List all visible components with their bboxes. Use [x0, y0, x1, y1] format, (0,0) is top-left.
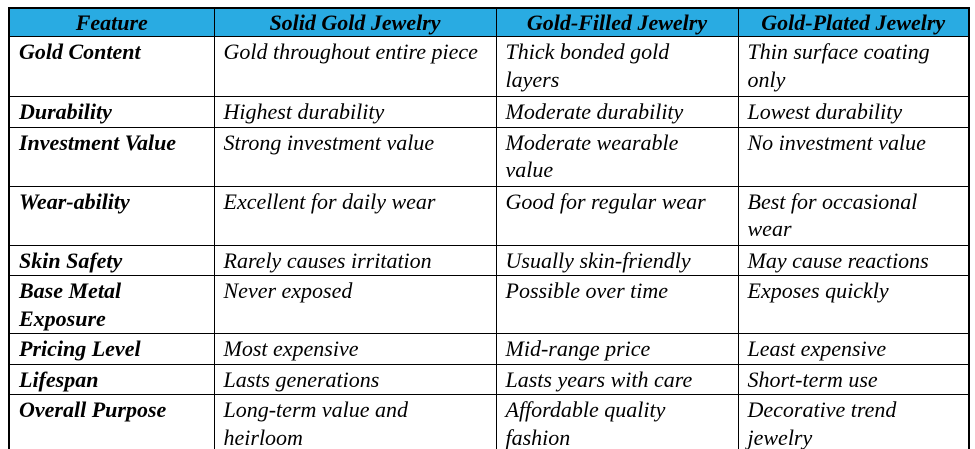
value-cell: Gold throughout entire piece — [213, 36, 497, 98]
value-cell: Never exposed — [213, 275, 497, 335]
value-cell: Lasts generations — [213, 363, 497, 396]
column-header-solid-gold: Solid Gold Jewelry — [213, 7, 497, 38]
feature-cell: Investment Value — [8, 126, 215, 187]
value-cell: Lowest durability — [737, 96, 970, 128]
feature-cell: Wear-ability — [8, 185, 215, 246]
table-row: Durability Highest durability Moderate d… — [8, 96, 970, 128]
value-cell: Long-term value and heirloom — [213, 394, 497, 449]
value-cell: Thick bonded gold layers — [495, 36, 739, 98]
feature-cell: Overall Purpose — [8, 394, 215, 449]
header-row: Feature Solid Gold Jewelry Gold-Filled J… — [8, 7, 970, 38]
value-cell: Usually skin-friendly — [495, 244, 739, 277]
value-cell: No investment value — [737, 126, 970, 187]
value-cell: Thin surface coating only — [737, 36, 970, 98]
table-row: Skin Safety Rarely causes irritation Usu… — [8, 244, 970, 277]
table-row: Pricing Level Most expensive Mid-range p… — [8, 333, 970, 365]
value-cell: Best for occasional wear — [737, 185, 970, 246]
table-row: Gold Content Gold throughout entire piec… — [8, 36, 970, 98]
value-cell: Decorative trend jewelry — [737, 394, 970, 449]
column-header-gold-filled: Gold-Filled Jewelry — [495, 7, 739, 38]
value-cell: Least expensive — [737, 333, 970, 365]
column-header-gold-plated: Gold-Plated Jewelry — [737, 7, 970, 38]
table-row: Lifespan Lasts generations Lasts years w… — [8, 363, 970, 396]
value-cell: Rarely causes irritation — [213, 244, 497, 277]
table-row: Overall Purpose Long-term value and heir… — [8, 394, 970, 449]
value-cell: Mid-range price — [495, 333, 739, 365]
feature-cell: Gold Content — [8, 36, 215, 98]
value-cell: Short-term use — [737, 363, 970, 396]
value-cell: Possible over time — [495, 275, 739, 335]
value-cell: Highest durability — [213, 96, 497, 128]
table-row: Investment Value Strong investment value… — [8, 126, 970, 187]
value-cell: Affordable quality fashion — [495, 394, 739, 449]
value-cell: Exposes quickly — [737, 275, 970, 335]
value-cell: May cause reactions — [737, 244, 970, 277]
feature-cell: Lifespan — [8, 363, 215, 396]
value-cell: Excellent for daily wear — [213, 185, 497, 246]
feature-cell: Base Metal Exposure — [8, 275, 215, 335]
feature-cell: Pricing Level — [8, 333, 215, 365]
value-cell: Moderate wearable value — [495, 126, 739, 187]
value-cell: Lasts years with care — [495, 363, 739, 396]
feature-cell: Skin Safety — [8, 244, 215, 277]
jewelry-comparison-table: Feature Solid Gold Jewelry Gold-Filled J… — [8, 7, 970, 449]
value-cell: Good for regular wear — [495, 185, 739, 246]
table-row: Base Metal Exposure Never exposed Possib… — [8, 275, 970, 335]
column-header-feature: Feature — [8, 7, 215, 38]
value-cell: Most expensive — [213, 333, 497, 365]
value-cell: Moderate durability — [495, 96, 739, 128]
table-row: Wear-ability Excellent for daily wear Go… — [8, 185, 970, 246]
value-cell: Strong investment value — [213, 126, 497, 187]
feature-cell: Durability — [8, 96, 215, 128]
